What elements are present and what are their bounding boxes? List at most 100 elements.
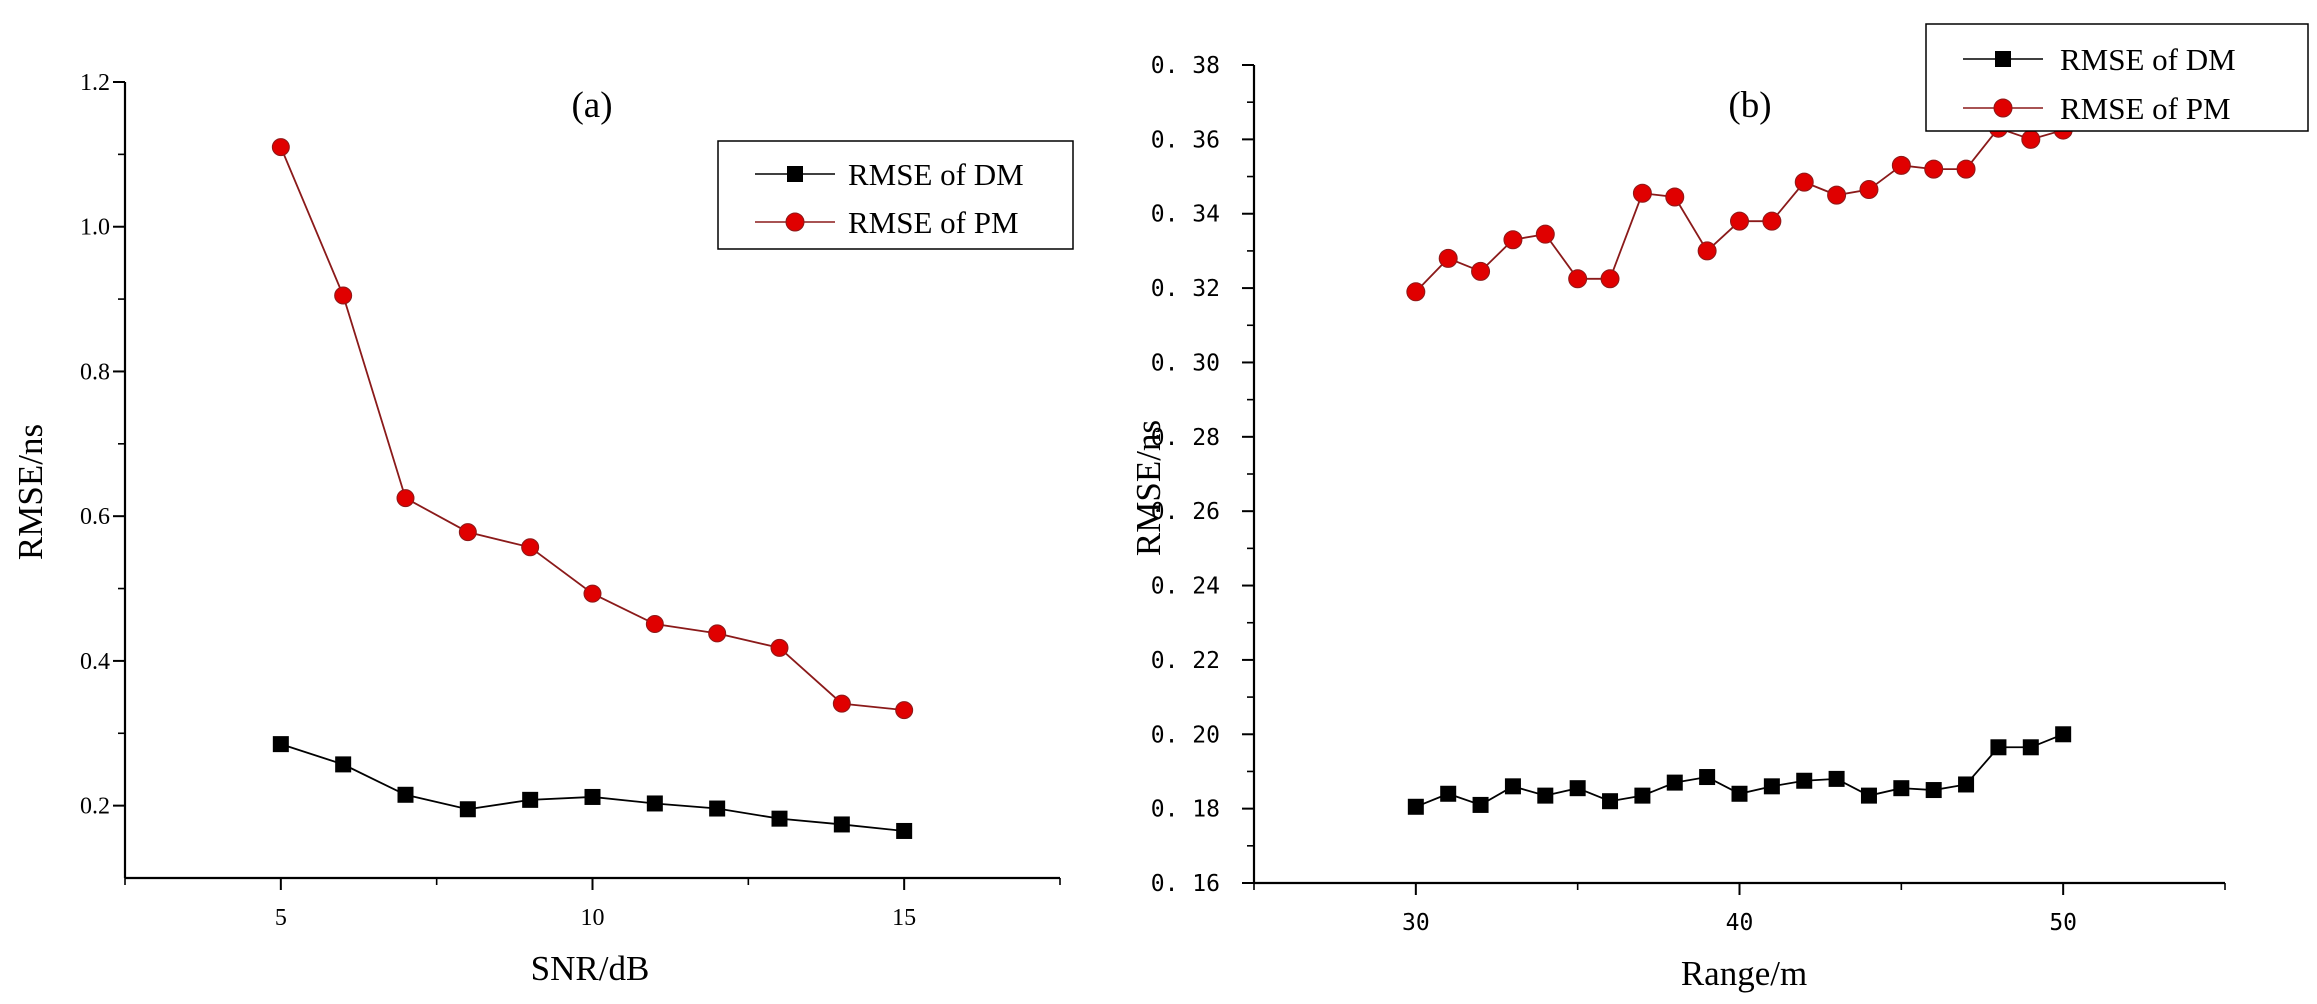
panel-a-point-pm-11 <box>645 615 664 634</box>
panel-a-y-axis-title: RMSE/ns <box>11 424 50 560</box>
panel-a-x-axis-title: SNR/dB <box>531 949 650 988</box>
panel-b-title: (b) <box>1728 85 1771 126</box>
panel-a-series-line-dm <box>280 743 905 832</box>
panel-a-point-dm-5 <box>272 736 289 753</box>
panel-b-point-dm-32 <box>1472 796 1489 813</box>
panel-a-y-tick-label: 0.8 <box>80 359 110 385</box>
panel-b-series <box>1406 118 2073 815</box>
panel-b-point-dm-49 <box>2022 739 2039 756</box>
panel-a-y-tick-label: 0.4 <box>80 649 110 675</box>
panel-b-point-dm-40 <box>1731 785 1748 802</box>
panel-b-point-dm-45 <box>1893 780 1910 797</box>
panel-b-axes <box>1242 64 2226 895</box>
panel-a-point-pm-5 <box>271 138 290 157</box>
panel-b-legend-label-dm: RMSE of DM <box>2060 42 2236 77</box>
panel-a-y-tick-label: 0.6 <box>80 504 110 530</box>
panel-a-point-pm-6 <box>334 286 353 305</box>
panel-b-point-dm-50 <box>2055 726 2072 743</box>
panel-b-point-dm-36 <box>1602 793 1619 810</box>
panel-a-x-tick-label: 5 <box>275 905 287 931</box>
panel-a-legend-label-dm: RMSE of DM <box>848 157 1024 192</box>
panel-a-axes <box>113 81 1061 890</box>
panel-a-series <box>271 138 914 839</box>
panel-a-point-dm-10 <box>584 788 601 805</box>
panel-b-point-pm-47 <box>1956 159 1976 179</box>
panel-a-y-tick-label: 0.2 <box>80 794 110 820</box>
panel-b-legend-circle-marker <box>1993 98 2013 118</box>
panel-b-point-pm-36 <box>1600 269 1620 289</box>
panel-a-point-pm-8 <box>458 523 477 542</box>
panel-b-point-dm-30 <box>1407 798 1424 815</box>
panel-a-title: (a) <box>571 85 612 126</box>
panel-b-point-pm-38 <box>1665 187 1685 207</box>
panel-b-chart: (b) 0. 160. 180. 200. 220. 240. 260. 280… <box>1129 23 2309 993</box>
panel-b-point-dm-35 <box>1569 780 1586 797</box>
panel-b-point-dm-34 <box>1537 787 1554 804</box>
panel-b-x-tick-label: 30 <box>1402 910 1430 936</box>
panel-b-y-axis-title: RMSE/ns <box>1129 420 1168 556</box>
panel-a-legend-label-pm: RMSE of PM <box>848 205 1019 240</box>
panel-a-point-pm-12 <box>708 624 727 643</box>
panel-a-x-tick-label: 15 <box>892 905 916 931</box>
panel-b-legend-label-pm: RMSE of PM <box>2060 91 2231 126</box>
panel-b-y-tick-label: 0. 28 <box>1151 425 1220 451</box>
panel-b-point-dm-42 <box>1796 772 1813 789</box>
panel-b-point-pm-45 <box>1891 155 1911 175</box>
panel-b-point-pm-30 <box>1406 282 1426 302</box>
panel-b-point-pm-41 <box>1762 211 1782 231</box>
panel-a-point-pm-7 <box>396 489 415 508</box>
panel-b-point-dm-46 <box>1925 782 1942 799</box>
panel-a-point-dm-12 <box>709 800 726 817</box>
panel-b-y-tick-label: 0. 30 <box>1151 350 1220 376</box>
panel-b-point-dm-44 <box>1860 787 1877 804</box>
panel-b-point-dm-41 <box>1763 778 1780 795</box>
panel-b-y-tick-label: 0. 18 <box>1151 797 1220 823</box>
panel-a-legend-box <box>717 140 1074 250</box>
panel-b-point-pm-49 <box>2021 129 2041 149</box>
panel-b-y-tick-label: 0. 24 <box>1151 574 1220 600</box>
panel-b-point-dm-39 <box>1699 769 1716 786</box>
panel-a-point-dm-13 <box>771 810 788 827</box>
panel-a-point-pm-10 <box>583 584 602 603</box>
panel-b-y-tick-label: 0. 36 <box>1151 127 1220 153</box>
panel-b-y-tick-label: 0. 32 <box>1151 276 1220 302</box>
panel-b-point-dm-48 <box>1990 739 2007 756</box>
panel-b-y-tick-label: 0. 34 <box>1151 202 1220 228</box>
panel-b-point-dm-38 <box>1666 774 1683 791</box>
panel-b-point-pm-39 <box>1697 241 1717 261</box>
panel-b-point-pm-32 <box>1471 261 1491 281</box>
panel-b-point-pm-31 <box>1438 248 1458 268</box>
panel-b-legend-square-marker <box>1995 51 2011 67</box>
panel-b-point-pm-34 <box>1535 224 1555 244</box>
panel-a-legend-square-marker <box>787 166 803 182</box>
panel-b-point-dm-47 <box>1958 776 1975 793</box>
panel-a-legend-circle-marker <box>785 212 805 232</box>
panel-b-point-pm-40 <box>1730 211 1749 231</box>
panel-a-point-dm-7 <box>397 786 414 803</box>
panel-b-legend-box <box>1925 23 2309 132</box>
panel-b-x-axis-title: Range/m <box>1681 954 1807 993</box>
panel-b-point-dm-33 <box>1504 778 1521 795</box>
panel-b-point-dm-43 <box>1828 770 1845 787</box>
panel-b-tick-labels: 0. 16 0. 18 0. 20 0. 22 0. 24 0. 26 0. 28 0. 30… <box>1151 53 2077 936</box>
panel-b-x-tick-label: 50 <box>2049 910 2077 936</box>
panel-a-y-tick-label: 1.2 <box>80 70 110 96</box>
panel-b-point-pm-37 <box>1632 183 1652 203</box>
panel-a-point-pm-15 <box>895 701 914 720</box>
panel-b-point-pm-44 <box>1859 180 1879 200</box>
panel-a-point-pm-14 <box>832 694 851 713</box>
panel-b-x-tick-label: 40 <box>1726 910 1754 936</box>
panel-a-x-tick-label: 10 <box>581 905 605 931</box>
panel-a-point-pm-13 <box>770 638 789 657</box>
panel-a-point-dm-15 <box>896 822 913 839</box>
panel-b-y-tick-label: 0. 38 <box>1151 53 1220 79</box>
panel-b-point-pm-33 <box>1503 230 1523 250</box>
panel-a-point-pm-9 <box>521 538 540 557</box>
panel-b-point-pm-42 <box>1794 172 1814 192</box>
panel-a-legend: RMSE of DM RMSE of PM <box>717 140 1074 250</box>
panel-a-point-dm-9 <box>522 791 539 808</box>
panel-a-point-dm-14 <box>833 816 850 833</box>
panel-b-point-pm-43 <box>1827 185 1847 205</box>
panel-b-point-dm-31 <box>1440 785 1457 802</box>
